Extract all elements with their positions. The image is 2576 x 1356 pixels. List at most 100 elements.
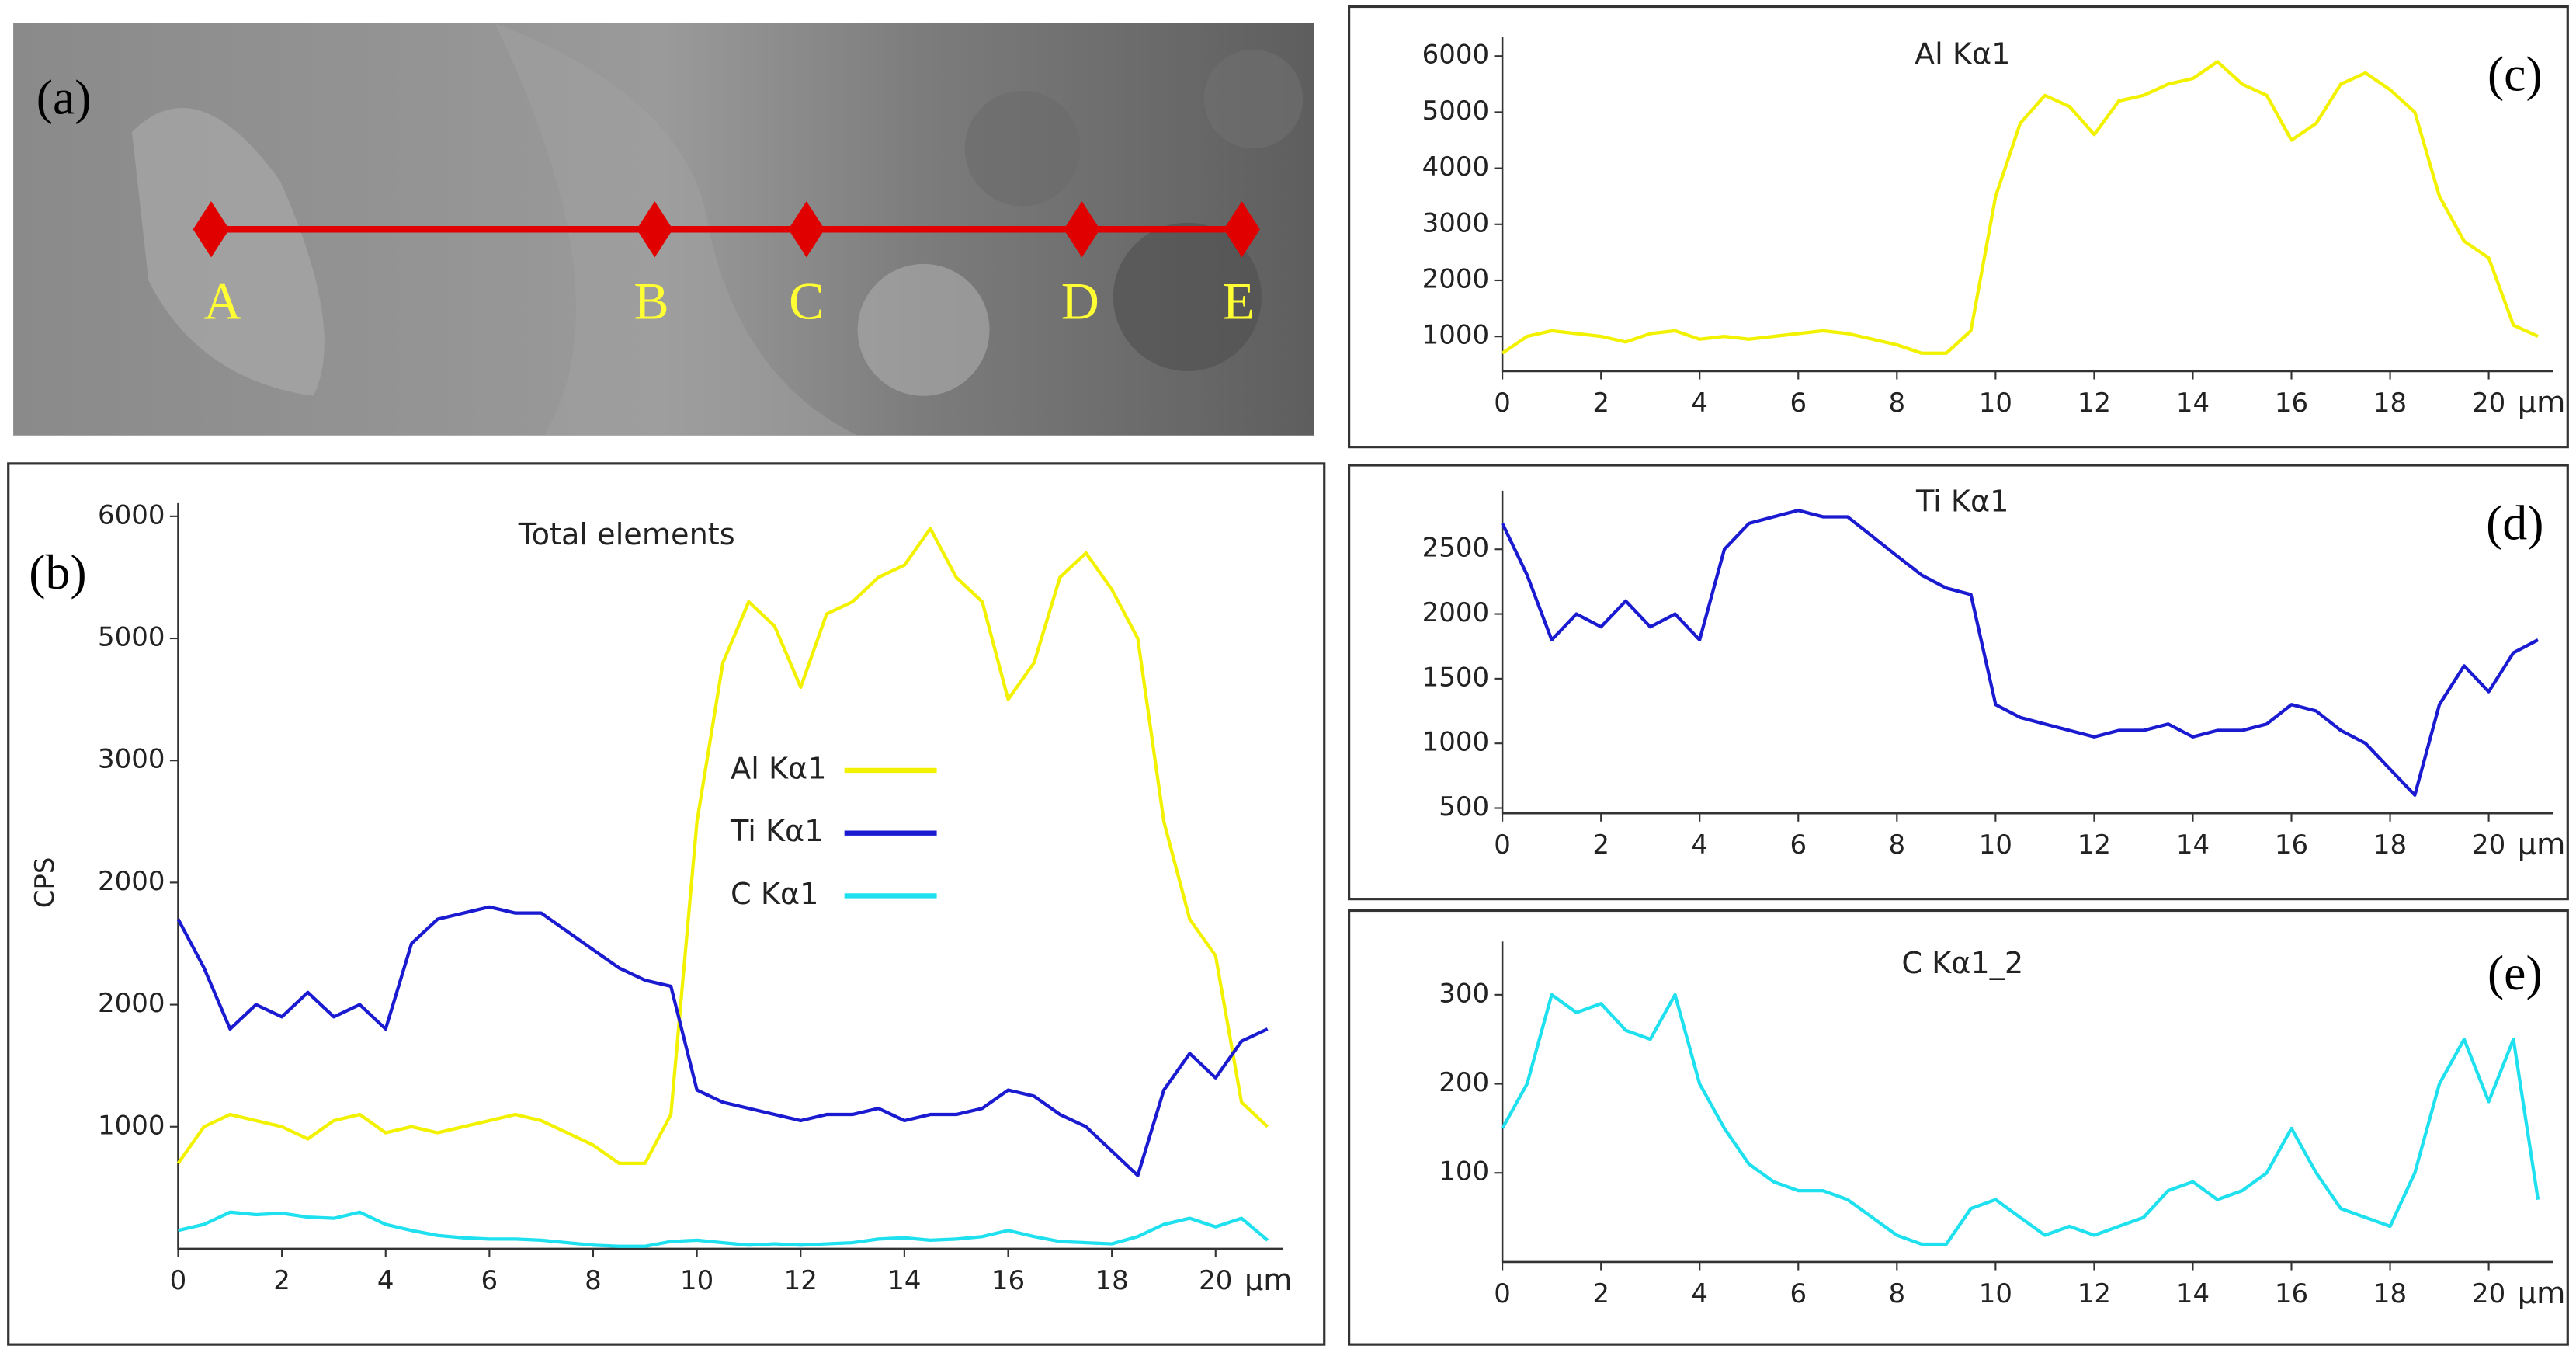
panel-frame: [7, 462, 1326, 1346]
x-tick-label: 18: [2373, 1278, 2407, 1309]
x-tick-label: 12: [2078, 829, 2111, 861]
x-tick-label: 12: [2078, 388, 2111, 419]
marker-label: C: [789, 272, 824, 331]
x-tick-label: 18: [2373, 829, 2407, 861]
marker-label: A: [203, 272, 241, 331]
panel-label: (d): [2486, 495, 2543, 550]
x-axis-label: µm: [1245, 1264, 1293, 1298]
x-tick-label: 0: [1494, 388, 1511, 419]
y-tick-label: 500: [1439, 791, 1489, 822]
x-tick-label: 0: [1494, 829, 1511, 861]
legend-label: C Kα1: [731, 878, 818, 912]
legend-label: Ti Kα1: [730, 815, 824, 849]
marker-label: E: [1223, 272, 1255, 331]
x-tick-label: 6: [1790, 829, 1807, 861]
y-tick-label: 300: [1439, 978, 1489, 1009]
y-tick-label: 2500: [1422, 533, 1489, 564]
x-tick-label: 14: [2176, 1278, 2210, 1309]
x-tick-label: 20: [2472, 829, 2505, 861]
y-tick-label: 200: [1439, 1067, 1489, 1098]
y-tick-label: 1500: [1422, 662, 1489, 693]
x-tick-label: 10: [1979, 1278, 2012, 1309]
x-tick-label: 14: [2176, 388, 2210, 419]
y-tick-label: 6000: [1422, 40, 1489, 71]
x-tick-label: 10: [680, 1265, 713, 1296]
data-line: [1501, 509, 2540, 797]
data-line: [1501, 993, 2540, 1246]
y-tick-label: 5000: [1422, 96, 1489, 127]
y-tick-label: 1000: [1422, 727, 1489, 758]
y-tick-label: 6000: [98, 499, 165, 530]
x-axis-label: µm: [2518, 1277, 2566, 1311]
data-line: [176, 905, 1269, 1177]
y-tick-label: 4000: [1422, 151, 1489, 183]
x-tick-label: 16: [991, 1265, 1025, 1296]
chart-title: C Kα1_2: [1901, 947, 2023, 981]
x-tick-label: 16: [2275, 829, 2308, 861]
panel-frame: [1347, 464, 2569, 901]
axis: [1501, 490, 2553, 815]
x-tick-label: 8: [585, 1265, 602, 1296]
x-tick-label: 4: [377, 1265, 394, 1296]
chart-title: Al Kα1: [1915, 38, 2010, 72]
x-tick-label: 8: [1889, 1278, 1906, 1309]
panel-label: (c): [2487, 47, 2543, 102]
x-tick-label: 2: [1592, 829, 1609, 861]
marker-label: D: [1061, 272, 1099, 331]
axis: [177, 502, 1283, 1250]
legend-label: Al Kα1: [731, 752, 826, 786]
sem-image: [13, 23, 1314, 436]
y-tick-label: 100: [1439, 1156, 1489, 1187]
x-tick-label: 2: [273, 1265, 290, 1296]
x-tick-label: 8: [1889, 388, 1906, 419]
x-axis-label: µm: [2518, 386, 2566, 420]
x-tick-label: 10: [1979, 388, 2012, 419]
x-tick-label: 12: [2078, 1278, 2111, 1309]
x-tick-label: 12: [784, 1265, 818, 1296]
chart-title: Ti Kα1: [1915, 485, 2009, 519]
x-tick-label: 4: [1691, 1278, 1708, 1309]
y-tick-label: 1000: [1422, 320, 1489, 351]
y-axis-label: CPS: [30, 857, 61, 909]
panel-label: (e): [2487, 945, 2543, 1000]
data-line: [1501, 60, 2539, 355]
x-tick-label: 0: [170, 1265, 187, 1296]
y-tick-label: 3000: [1422, 207, 1489, 238]
y-tick-label: 2000: [1422, 597, 1489, 628]
data-line: [178, 1210, 1269, 1248]
x-tick-label: 6: [1790, 1278, 1807, 1309]
x-tick-label: 2: [1592, 388, 1609, 419]
x-tick-label: 0: [1494, 1278, 1511, 1309]
x-tick-label: 14: [2176, 829, 2210, 861]
panel-label: (a): [36, 69, 92, 124]
x-tick-label: 4: [1691, 388, 1708, 419]
y-tick-label: 1000: [98, 1110, 165, 1141]
x-tick-label: 18: [1095, 1265, 1129, 1296]
x-tick-label: 6: [1790, 388, 1807, 419]
marker-label: B: [634, 272, 668, 331]
y-tick-label: 2000: [98, 866, 165, 897]
x-tick-label: 6: [481, 1265, 498, 1296]
panel-frame: [1347, 909, 2569, 1346]
x-axis-label: µm: [2518, 828, 2566, 862]
y-tick-label: 3000: [98, 744, 165, 775]
axis: [1501, 37, 2553, 373]
x-tick-label: 20: [2472, 388, 2505, 419]
x-tick-label: 16: [2275, 388, 2308, 419]
panel-frame: [1347, 5, 2569, 449]
x-tick-label: 4: [1691, 829, 1708, 861]
y-tick-label: 5000: [98, 622, 165, 653]
x-tick-label: 18: [2373, 388, 2407, 419]
data-line: [176, 527, 1269, 1166]
chart-title: Total elements: [518, 518, 735, 552]
y-tick-label: 2000: [98, 988, 165, 1019]
x-tick-label: 20: [1199, 1265, 1232, 1296]
x-tick-label: 2: [1592, 1278, 1609, 1309]
x-tick-label: 16: [2275, 1278, 2308, 1309]
x-tick-label: 14: [887, 1265, 921, 1296]
panel-label: (b): [29, 544, 86, 600]
x-tick-label: 20: [2472, 1278, 2505, 1309]
y-tick-label: 2000: [1422, 263, 1489, 294]
x-tick-label: 10: [1979, 829, 2012, 861]
